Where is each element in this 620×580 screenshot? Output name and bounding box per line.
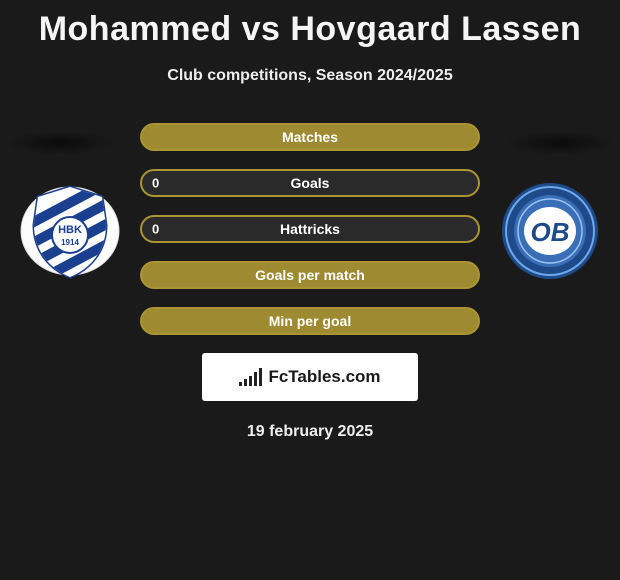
watermark-bar [244, 379, 247, 386]
subtitle: Club competitions, Season 2024/2025 [0, 67, 620, 85]
stat-value-left: 0 [152, 222, 159, 237]
footer-date: 19 february 2025 [0, 423, 620, 441]
watermark: FcTables.com [202, 353, 418, 401]
comparison-panel: HBK 1914 OB Matches 0 Goals 0 Hattricks Goals… [0, 123, 620, 441]
stat-label: Goals per match [255, 267, 365, 283]
stat-bar: 0 Goals [140, 169, 480, 197]
stat-bar: Matches [140, 123, 480, 151]
watermark-bar [259, 368, 262, 386]
club-badge-right: OB [500, 181, 600, 281]
club-badge-left: HBK 1914 [20, 181, 120, 281]
page-title: Mohammed vs Hovgaard Lassen [0, 0, 620, 49]
stat-value-left: 0 [152, 176, 159, 191]
player-shadow-left [5, 131, 115, 155]
player-shadow-right [505, 131, 615, 155]
stat-bar: Min per goal [140, 307, 480, 335]
watermark-bar [254, 372, 257, 386]
svg-text:OB: OB [531, 217, 570, 247]
stat-bar: 0 Hattricks [140, 215, 480, 243]
watermark-text: FcTables.com [268, 367, 380, 387]
stat-label: Goals [291, 175, 330, 191]
svg-text:1914: 1914 [61, 238, 79, 247]
watermark-bars-icon [239, 368, 262, 386]
stat-label: Hattricks [280, 221, 340, 237]
watermark-bar [239, 382, 242, 386]
stat-bar: Goals per match [140, 261, 480, 289]
stats-list: Matches 0 Goals 0 Hattricks Goals per match Mi… [140, 123, 480, 335]
stat-label: Matches [282, 129, 338, 145]
stat-label: Min per goal [269, 313, 351, 329]
svg-text:HBK: HBK [58, 224, 82, 236]
watermark-bar [249, 376, 252, 386]
